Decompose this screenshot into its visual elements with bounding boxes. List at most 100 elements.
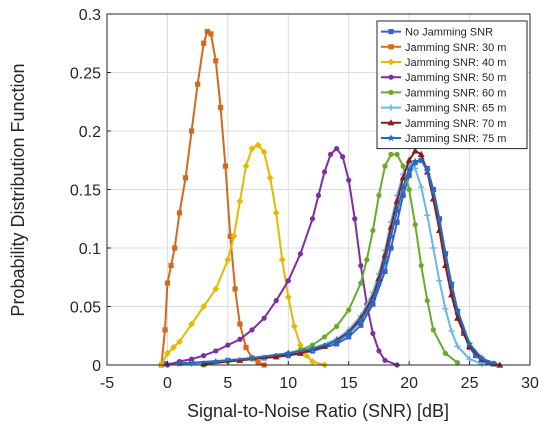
data-point xyxy=(448,291,455,298)
data-point xyxy=(454,360,461,366)
series-jamming-snr-50-m xyxy=(164,145,400,368)
y-tick-label: 0.15 xyxy=(70,183,101,200)
data-point xyxy=(225,342,231,348)
data-point xyxy=(308,344,317,352)
data-point xyxy=(382,163,388,169)
data-point xyxy=(370,301,376,307)
y-axis-label: Probability Distribution Function xyxy=(8,63,28,316)
x-axis-label: Signal-to-Noise Ratio (SNR) [dB] xyxy=(187,401,449,421)
data-point xyxy=(376,192,382,198)
legend-entry: Jamming SNR: 60 m xyxy=(381,87,506,99)
data-point xyxy=(370,330,376,337)
x-tick-label: -5 xyxy=(100,375,114,392)
data-point xyxy=(399,174,407,181)
data-point xyxy=(405,165,413,173)
data-point xyxy=(358,322,364,328)
data-point xyxy=(208,31,214,37)
x-tick-label: 25 xyxy=(461,375,479,392)
data-point xyxy=(242,162,250,170)
data-point xyxy=(176,338,183,345)
data-point xyxy=(430,327,436,333)
y-tick-label: 0.25 xyxy=(70,66,101,83)
data-point xyxy=(411,147,419,154)
data-point xyxy=(352,216,358,222)
data-point xyxy=(430,244,437,252)
data-point xyxy=(485,360,491,366)
data-point xyxy=(284,293,292,301)
series-layer xyxy=(157,28,504,369)
legend-label: Jamming SNR: 40 m xyxy=(405,57,506,69)
y-tick-label: 0.3 xyxy=(79,7,101,24)
data-point xyxy=(381,258,389,266)
data-point xyxy=(478,354,486,362)
data-point xyxy=(478,360,485,367)
legend-label: Jamming SNR: 50 m xyxy=(405,72,506,84)
data-point xyxy=(321,169,328,175)
data-point xyxy=(266,174,274,182)
data-point xyxy=(364,257,370,263)
data-point xyxy=(162,327,168,333)
data-point xyxy=(227,233,233,239)
data-point xyxy=(172,245,178,251)
data-point xyxy=(334,341,340,347)
data-point xyxy=(273,298,279,304)
data-point xyxy=(411,157,419,165)
data-point xyxy=(248,145,256,152)
data-point xyxy=(272,353,280,360)
legend-label: Jamming SNR: 60 m xyxy=(405,87,506,99)
data-point xyxy=(435,216,443,223)
data-point xyxy=(357,316,365,324)
y-tick-label: 0.1 xyxy=(79,241,101,258)
data-point xyxy=(370,227,376,234)
data-point xyxy=(261,315,267,321)
data-point xyxy=(321,334,328,340)
data-point xyxy=(442,350,448,356)
data-point xyxy=(406,186,412,193)
legend-label: Jamming SNR: 70 m xyxy=(405,118,506,130)
data-point xyxy=(406,172,412,179)
data-point xyxy=(170,344,177,351)
data-point xyxy=(454,314,461,321)
data-point xyxy=(412,165,419,172)
data-point xyxy=(447,279,456,287)
data-point xyxy=(212,285,220,293)
legend-label: No Jamming SNR xyxy=(405,27,493,39)
data-point xyxy=(201,353,207,359)
legend-entry: Jamming SNR: 30 m xyxy=(381,42,506,54)
data-point xyxy=(417,156,425,164)
legend-swatch-marker xyxy=(388,89,394,95)
data-point xyxy=(164,349,171,357)
data-point xyxy=(405,156,413,163)
data-point xyxy=(417,150,425,157)
data-point xyxy=(345,329,353,337)
data-point xyxy=(394,151,400,157)
legend-entry: Jamming SNR: 40 m xyxy=(381,57,506,69)
data-point xyxy=(222,163,229,169)
legend-swatch-marker xyxy=(388,29,394,35)
data-point xyxy=(188,320,195,328)
data-point xyxy=(309,358,316,365)
data-point xyxy=(176,210,183,216)
data-point xyxy=(213,58,219,64)
y-tick-label: 0.05 xyxy=(70,300,101,317)
data-point xyxy=(442,305,449,312)
legend: No Jamming SNR Jamming SNR: 30 m Jamming S… xyxy=(376,20,528,150)
legend-entry: Jamming SNR: 65 m xyxy=(381,103,506,115)
data-point xyxy=(424,212,431,219)
data-point xyxy=(393,206,401,214)
data-point xyxy=(412,222,418,228)
data-point xyxy=(236,197,244,205)
data-point xyxy=(249,327,255,333)
data-point xyxy=(388,245,394,251)
data-point xyxy=(376,348,382,354)
data-point xyxy=(442,261,449,269)
y-tick-label: 0.2 xyxy=(79,124,101,141)
legend-entry: Jamming SNR: 50 m xyxy=(381,72,506,84)
data-point xyxy=(285,278,291,284)
data-point xyxy=(164,280,171,286)
data-point xyxy=(388,151,394,157)
legend-swatch-marker xyxy=(387,104,395,111)
legend-swatch-marker xyxy=(387,134,395,142)
